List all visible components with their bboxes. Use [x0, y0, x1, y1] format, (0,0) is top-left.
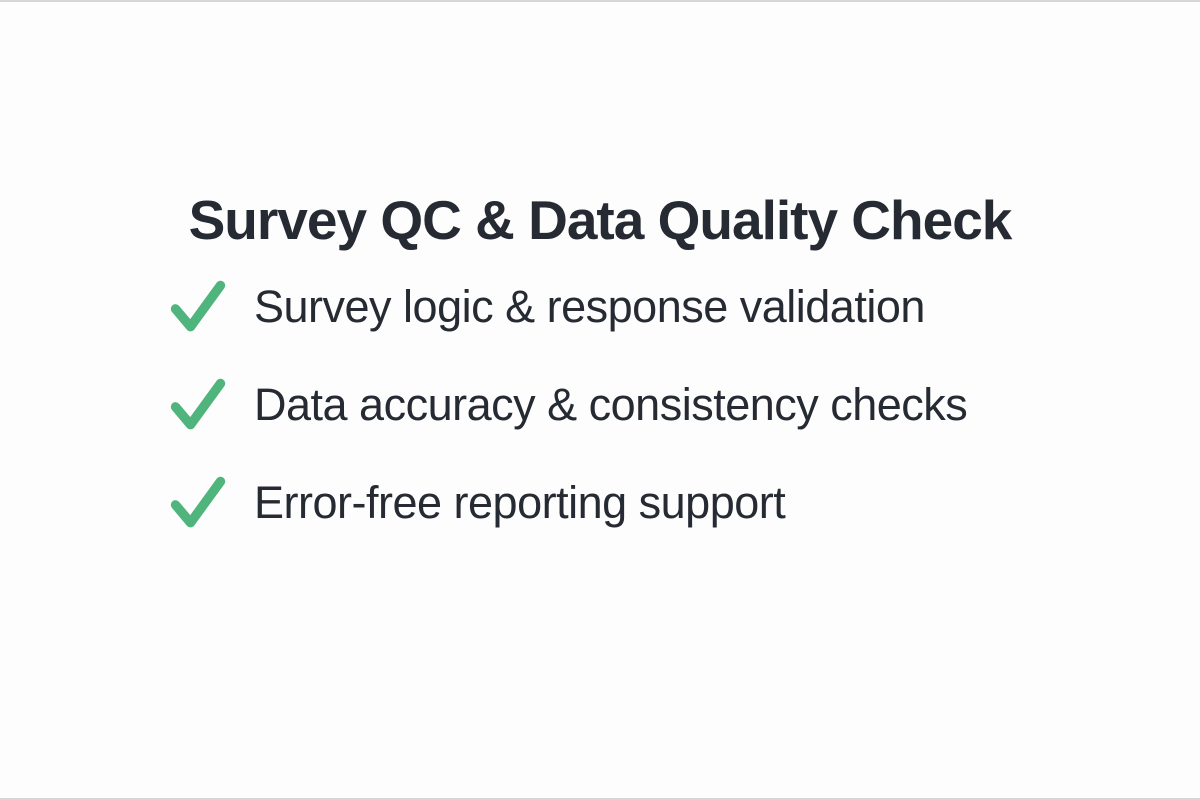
checklist-item-label: Survey logic & response validation [254, 281, 925, 333]
bottom-edge-line [0, 798, 1200, 800]
checkmark-icon [168, 278, 228, 336]
checkmark-stroke [170, 476, 226, 528]
checkmark-stroke [170, 378, 226, 430]
checklist-item-label: Error-free reporting support [254, 477, 786, 529]
checkmark-icon [168, 474, 228, 532]
checklist-item: Data accuracy & consistency checks [168, 356, 968, 454]
checkmark-stroke [170, 280, 226, 332]
checklist-item: Survey logic & response validation [168, 258, 967, 356]
top-edge-line [0, 0, 1200, 2]
checklist: Survey logic & response validation Data … [168, 258, 968, 552]
checklist-item-label: Data accuracy & consistency checks [254, 379, 968, 431]
page-title: Survey QC & Data Quality Check [188, 188, 1013, 251]
checkmark-icon [168, 376, 228, 434]
checklist-item: Error-free reporting support [168, 454, 967, 552]
